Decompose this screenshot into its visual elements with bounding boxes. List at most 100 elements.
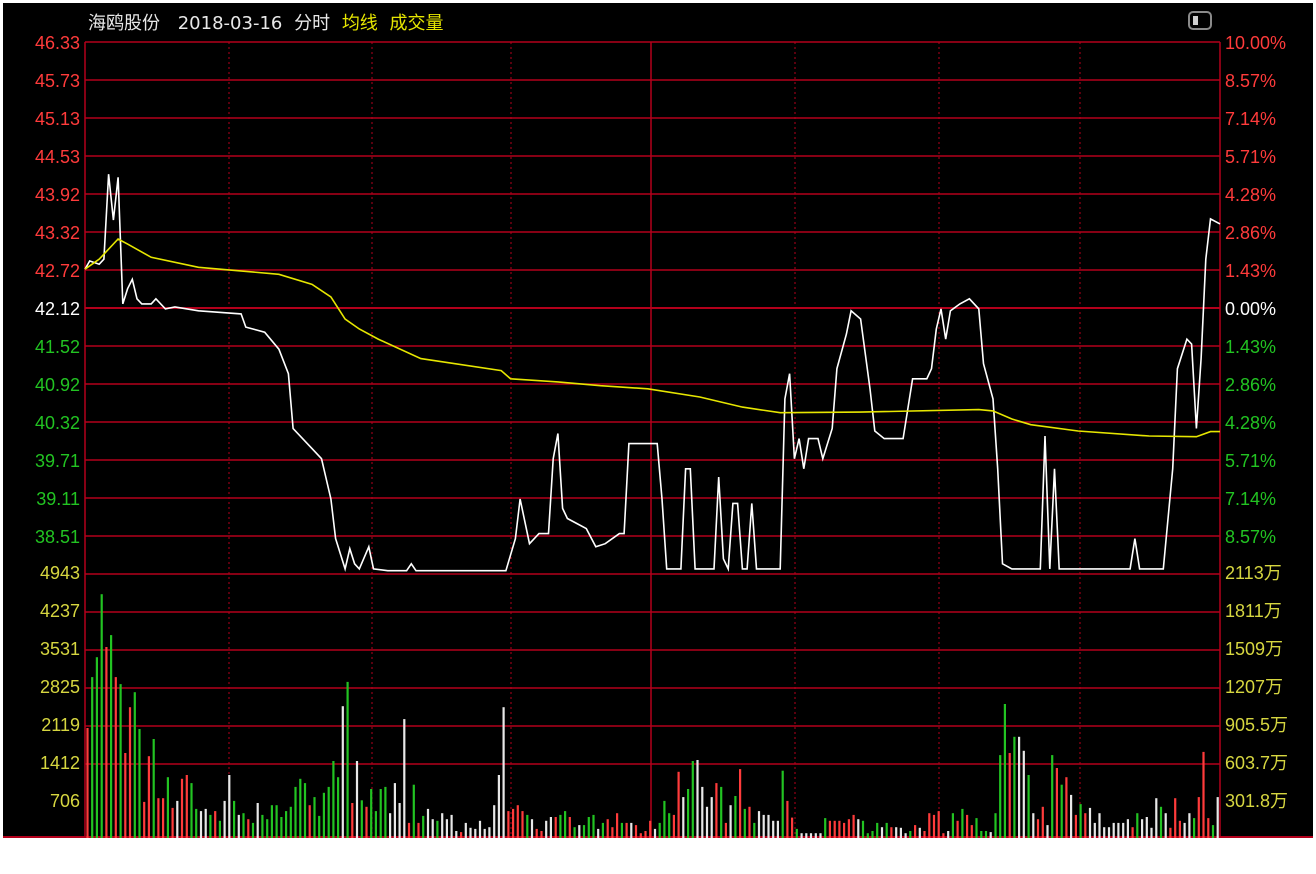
volume-bar <box>1136 813 1139 838</box>
volume-bar <box>994 813 997 838</box>
volume-bar <box>545 820 548 838</box>
volume-bar <box>847 819 850 838</box>
volume-bar <box>630 822 633 838</box>
price-tick-left: 42.12 <box>35 299 80 319</box>
volume-bar <box>1036 819 1040 838</box>
volume-bar <box>620 822 623 838</box>
volume-bar <box>1126 819 1129 838</box>
volume-bar <box>568 817 571 838</box>
volume-bar <box>1065 777 1068 838</box>
percent-tick-right: 5.71% <box>1225 147 1276 167</box>
volume-bar <box>729 805 732 838</box>
volume-bar <box>795 828 798 838</box>
volume-bar <box>564 811 567 838</box>
volume-bar <box>100 594 103 838</box>
volume-bar <box>861 820 865 838</box>
volume-bar <box>914 825 917 838</box>
volume-bar <box>1084 813 1087 838</box>
volume-bar <box>932 814 936 838</box>
volume-bar <box>180 778 184 838</box>
volume-bar <box>313 797 316 838</box>
volume-bar <box>436 820 439 838</box>
volume-bar <box>124 753 127 838</box>
grid <box>3 41 1313 838</box>
volume-bar <box>346 681 349 838</box>
volume-bar <box>526 814 529 838</box>
volume-bar <box>521 811 524 838</box>
amount-tick-right: 301.8万 <box>1225 791 1288 811</box>
volume-bar <box>417 822 420 838</box>
volume-bar <box>176 800 179 838</box>
axis-labels: 46.33 10.00% 45.73 8.57% 45.13 7.14% 44.53 5.71… <box>35 33 1288 811</box>
volume-bar <box>1098 813 1101 838</box>
volume-bar <box>942 833 945 838</box>
volume-bar <box>166 777 169 838</box>
price-tick-left: 43.92 <box>35 185 80 205</box>
volume-bar <box>828 820 831 838</box>
percent-tick-right: 1.43% <box>1225 337 1276 357</box>
price-tick-left: 44.53 <box>35 147 80 167</box>
volume-bar <box>398 803 401 838</box>
volume-bar <box>389 813 392 838</box>
volume-bar <box>634 825 638 838</box>
volume-bar <box>374 811 377 838</box>
volume-bar <box>379 789 382 838</box>
volume-bar <box>852 814 855 838</box>
volume-bar <box>469 827 472 838</box>
volume-bar <box>833 820 836 838</box>
price-tick-left: 40.32 <box>35 413 80 433</box>
volume-bar <box>337 777 340 838</box>
volume-bar <box>1216 797 1219 838</box>
volume-bar <box>91 677 94 838</box>
volume-bar <box>1018 736 1021 838</box>
volume-bar <box>1197 797 1200 838</box>
price-tick-left: 45.13 <box>35 109 80 129</box>
volume-bar <box>710 797 713 838</box>
volume-bar <box>218 820 221 838</box>
volume-bar <box>909 831 912 838</box>
volume-bar <box>1103 827 1106 838</box>
volume-bar <box>843 822 846 838</box>
avg-line-label[interactable]: 均线 <box>342 13 378 34</box>
percent-tick-right: 5.71% <box>1225 451 1276 471</box>
volume-bar <box>441 813 444 838</box>
volume-bar <box>280 817 283 838</box>
volume-tick-left: 4237 <box>40 601 80 621</box>
volume-bar <box>285 811 288 838</box>
volume-bar <box>1003 704 1006 838</box>
price-line <box>84 174 1221 572</box>
volume-bar <box>705 806 709 838</box>
volume-bar <box>701 786 704 838</box>
volume-bar <box>975 818 978 838</box>
volume-bar <box>1013 736 1016 838</box>
volume-bar <box>549 817 552 838</box>
volume-bar <box>308 805 311 838</box>
panel-toggle-icon[interactable] <box>1188 11 1212 30</box>
percent-tick-right: 8.57% <box>1225 527 1276 547</box>
volume-bar <box>384 786 387 838</box>
volume-bar <box>1150 827 1153 838</box>
volume-bar <box>762 814 765 838</box>
amount-tick-right: 603.7万 <box>1225 753 1288 773</box>
volume-bar <box>984 831 988 838</box>
volume-bar <box>947 831 950 838</box>
price-tick-left: 38.51 <box>35 527 80 547</box>
volume-bar <box>147 756 150 838</box>
volume-bar <box>478 820 482 838</box>
volume-bar <box>791 817 794 838</box>
volume-bar <box>639 833 642 838</box>
volume-bar <box>672 814 675 838</box>
percent-tick-right: 10.00% <box>1225 33 1286 53</box>
volume-bar <box>445 819 448 838</box>
volume-bar <box>450 814 453 838</box>
volume-label[interactable]: 成交量 <box>390 13 444 34</box>
chart-header: 海鸥股份 2018-03-16 分时 均线 成交量 <box>88 13 444 34</box>
volume-bar <box>1183 822 1186 838</box>
percent-tick-right: 4.28% <box>1225 413 1276 433</box>
volume-bar <box>677 771 680 838</box>
volume-bar <box>809 833 813 838</box>
volume-bar <box>1117 822 1120 838</box>
price-tick-left: 40.92 <box>35 375 80 395</box>
volume-bar <box>597 828 600 838</box>
